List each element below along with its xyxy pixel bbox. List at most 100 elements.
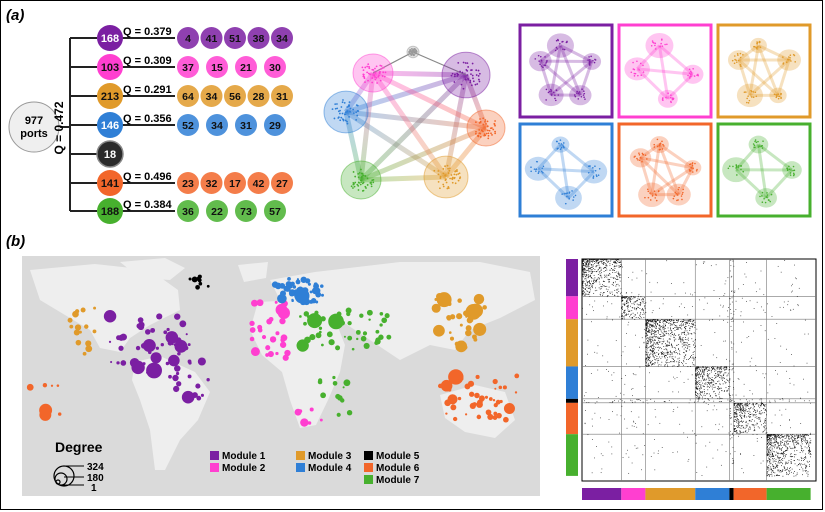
matrix-entry (646, 348, 648, 350)
cluster-point (653, 42, 655, 44)
cluster-point (557, 94, 560, 96)
port-dot (206, 284, 210, 288)
cluster-point (442, 183, 445, 186)
matrix-entry (591, 271, 593, 272)
matrix-entry (694, 342, 695, 344)
matrix-entry (657, 358, 659, 360)
matrix-entry (800, 435, 802, 437)
cluster-point (450, 174, 453, 176)
matrix-entry (651, 333, 653, 335)
matrix-entry (716, 409, 718, 411)
matrix-entry (659, 319, 661, 321)
matrix-entry (793, 447, 795, 449)
matrix-entry (640, 317, 642, 319)
matrix-entry (624, 309, 626, 311)
matrix-entry (708, 399, 709, 401)
matrix-entry (752, 424, 753, 426)
matrix-entry (765, 420, 766, 421)
matrix-entry (708, 383, 710, 384)
matrix-entry (782, 399, 784, 401)
cluster-point (410, 54, 413, 57)
matrix-entry (646, 327, 648, 329)
matrix-entry (803, 434, 805, 436)
matrix-entry (683, 344, 685, 346)
matrix-entry (582, 262, 584, 264)
cluster-point (688, 68, 691, 71)
cluster-point (647, 190, 650, 193)
matrix-entry (603, 262, 605, 264)
matrix-entry (647, 365, 649, 367)
cluster-point (466, 69, 469, 72)
matrix-entry (684, 332, 685, 333)
matrix-entry (703, 373, 705, 374)
cluster-point (746, 101, 748, 104)
matrix-entry (585, 279, 587, 281)
matrix-entry (741, 410, 743, 412)
matrix-entry (592, 260, 594, 262)
matrix-entry (799, 469, 801, 470)
cluster-point (777, 93, 780, 96)
matrix-entry (653, 352, 655, 354)
matrix-entry (791, 447, 793, 449)
cluster-point (370, 185, 373, 188)
matrix-entry (743, 415, 745, 417)
matrix-entry (738, 404, 740, 406)
port-dot (484, 395, 489, 399)
matrix-entry (582, 266, 584, 268)
matrix-entry (602, 284, 603, 286)
cluster-point (447, 187, 450, 189)
matrix-entry (744, 402, 746, 404)
matrix-entry (736, 414, 738, 416)
matrix-entry (660, 330, 662, 332)
matrix-entry (647, 342, 649, 344)
matrix-entry (626, 296, 628, 298)
port-dot (503, 416, 509, 423)
matrix-entry (777, 443, 779, 445)
matrix-entry (656, 320, 657, 322)
matrix-entry (777, 470, 779, 472)
matrix-entry (777, 457, 779, 459)
matrix-entry (601, 269, 602, 271)
matrix-entry (688, 358, 689, 360)
matrix-entry (683, 319, 685, 321)
subnetwork-link (658, 44, 694, 76)
matrix-entry (625, 299, 627, 301)
matrix-entry (665, 333, 667, 335)
cluster-point (638, 69, 640, 71)
port-dot (457, 298, 462, 303)
matrix-entry (663, 346, 665, 347)
matrix-entry (650, 342, 651, 344)
matrix-entry (741, 432, 743, 433)
port-dot (50, 384, 54, 387)
cluster-point (362, 69, 365, 72)
matrix-entry (699, 387, 700, 389)
matrix-entry (782, 469, 784, 471)
matrix-entry (804, 437, 806, 439)
matrix-entry (772, 461, 774, 463)
matrix-entry (767, 446, 768, 448)
matrix-entry (699, 397, 701, 398)
matrix-entry (599, 288, 601, 290)
matrix-entry (721, 444, 723, 446)
submodule-node (264, 56, 286, 78)
cluster-point (410, 47, 413, 50)
matrix-entry (631, 462, 633, 464)
matrix-entry (623, 312, 625, 314)
matrix-entry (749, 414, 751, 415)
matrix-entry (696, 388, 698, 390)
matrix-entry (739, 427, 741, 429)
cluster-point (649, 192, 651, 194)
matrix-entry (646, 332, 647, 334)
cluster-point (437, 180, 440, 183)
matrix-entry (786, 436, 788, 437)
matrix-entry (760, 325, 762, 326)
matrix-entry (654, 333, 656, 335)
port-dot (473, 322, 487, 336)
matrix-entry (584, 260, 586, 262)
matrix-entry (708, 370, 709, 371)
cluster-point (787, 58, 790, 61)
matrix-entry (651, 321, 653, 322)
matrix-entry (587, 266, 589, 268)
matrix-entry (717, 371, 719, 373)
